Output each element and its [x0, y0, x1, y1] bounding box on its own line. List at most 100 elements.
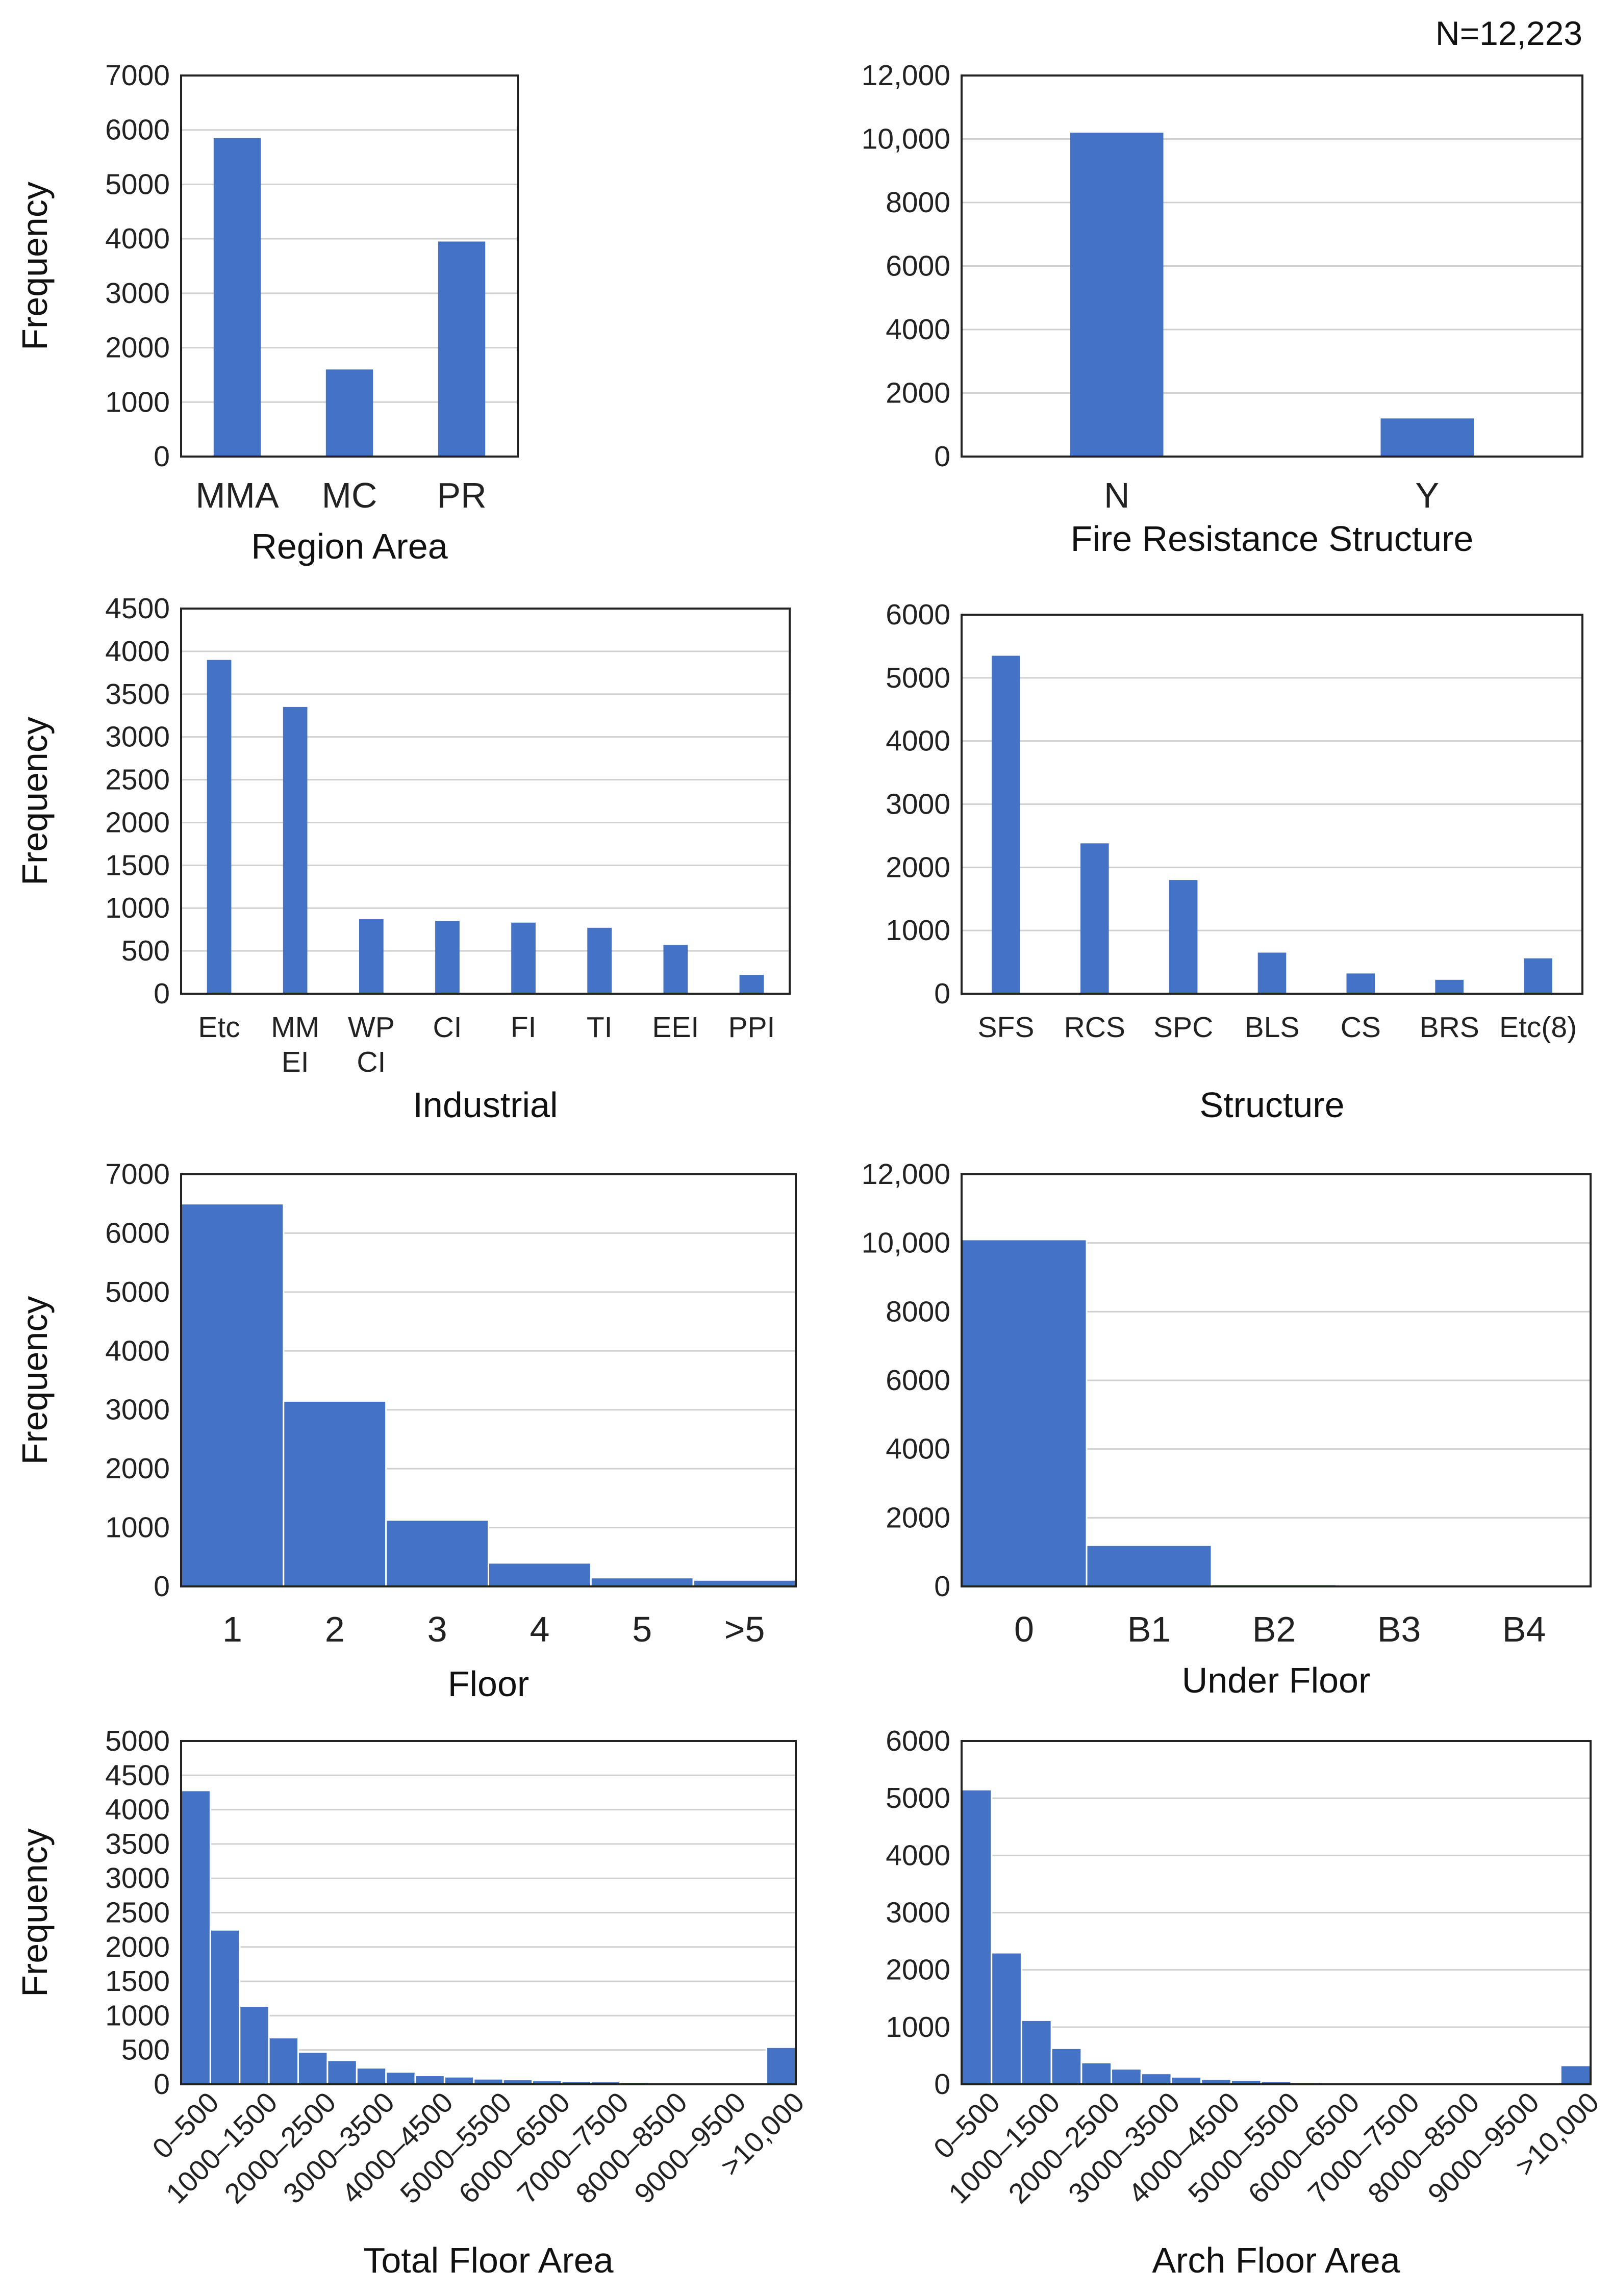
x-axis-title: Industrial — [413, 1085, 558, 1125]
y-tick-label: 4000 — [886, 1839, 950, 1872]
plot-frame — [180, 1740, 797, 2085]
x-tick-label: B3 — [1377, 1609, 1421, 1649]
bar — [992, 655, 1020, 994]
bar — [1050, 2047, 1082, 2085]
x-tick-label: Etc(8) — [1499, 1011, 1577, 1044]
y-tick-label: 0 — [934, 1570, 950, 1603]
bar — [385, 2071, 416, 2085]
bar — [1080, 2061, 1113, 2085]
x-tick-label: PPI — [728, 1011, 775, 1044]
y-tick-label: 3000 — [105, 1862, 170, 1895]
y-tick-label: 5000 — [105, 168, 170, 200]
y-tick-label: 0 — [154, 2068, 170, 2101]
y-tick-label: 0 — [934, 977, 950, 1010]
y-tick-label: 6000 — [886, 250, 950, 283]
bar — [961, 1788, 993, 2085]
x-tick-label: PR — [437, 475, 486, 515]
x-tick-label: TI — [587, 1011, 613, 1044]
y-tick-label: 0 — [934, 440, 950, 473]
x-tick-label: BRS — [1420, 1011, 1479, 1044]
bar — [283, 1400, 387, 1587]
bar — [1257, 952, 1287, 994]
y-tick-label: 5000 — [105, 1725, 170, 1757]
plot-frame — [961, 1173, 1592, 1587]
x-tick-label: 0 — [1014, 1609, 1034, 1649]
bar — [1346, 973, 1375, 994]
y-tick-label: 6000 — [105, 114, 170, 146]
bar — [239, 2005, 270, 2085]
y-tick-label: 8000 — [886, 186, 950, 219]
y-tick-label: 8000 — [886, 1295, 950, 1328]
bar — [268, 2037, 299, 2085]
y-tick-label: 500 — [121, 935, 170, 967]
x-axis-title: Floor — [448, 1664, 529, 1704]
y-tick-label: 0 — [154, 1570, 170, 1603]
x-tick-label: B1 — [1127, 1609, 1171, 1649]
bar — [991, 1952, 1022, 2085]
bar — [414, 2075, 445, 2085]
y-tick-label: 2000 — [886, 851, 950, 884]
x-axis-title: Total Floor Area — [363, 2240, 613, 2280]
y-tick-label: 0 — [154, 977, 170, 1010]
y-tick-label: 2000 — [105, 332, 170, 364]
bar — [1111, 2068, 1142, 2085]
y-tick-label: 6000 — [886, 1725, 950, 1757]
bar — [326, 2059, 358, 2085]
bar — [207, 660, 232, 994]
y-tick-label: 5000 — [105, 1276, 170, 1308]
bar — [1524, 958, 1552, 994]
x-tick-label-line: FI — [511, 1011, 537, 1044]
x-tick-label-line: EI — [282, 1046, 309, 1078]
y-tick-label: 2000 — [105, 806, 170, 839]
x-tick-label: Y — [1415, 475, 1439, 515]
x-tick-label: N — [1104, 475, 1130, 515]
y-tick-label: 2000 — [105, 1452, 170, 1485]
bar — [1559, 2064, 1592, 2085]
y-tick-label: 12,000 — [862, 59, 950, 92]
bar — [587, 927, 612, 994]
y-tick-label: 1000 — [105, 892, 170, 924]
bar — [283, 707, 308, 994]
y-tick-label: 1500 — [105, 1965, 170, 1998]
bar — [1070, 133, 1164, 457]
x-tick-label: BLS — [1245, 1011, 1300, 1044]
y-tick-label: 4000 — [105, 1794, 170, 1826]
y-tick-label: 4000 — [886, 313, 950, 346]
y-tick-label: 10,000 — [862, 1227, 950, 1259]
bar — [488, 1562, 592, 1587]
x-axis-title: Under Floor — [1182, 1660, 1371, 1700]
y-tick-label: 4000 — [886, 1433, 950, 1466]
bar — [1020, 2019, 1052, 2085]
bar — [297, 2051, 329, 2085]
x-tick-label-line: MM — [271, 1011, 319, 1044]
y-tick-label: 5000 — [886, 662, 950, 694]
plot-frame — [961, 614, 1583, 995]
bar — [1169, 880, 1198, 994]
bar — [443, 2076, 475, 2085]
x-tick-label: CI — [433, 1011, 462, 1044]
x-tick-label: MM EI — [271, 1011, 319, 1078]
y-tick-label: 1000 — [105, 1511, 170, 1544]
x-tick-label-line: Etc — [198, 1011, 240, 1044]
bar — [590, 1577, 694, 1587]
y-tick-label: 1000 — [105, 1999, 170, 2032]
x-tick-label: 5 — [632, 1609, 652, 1649]
bar — [1086, 1544, 1213, 1587]
plot-frame — [961, 74, 1583, 458]
x-tick-label: WP CI — [348, 1011, 395, 1078]
chart-structure: 0 1000 2000 3000 4000 5000 6000 SFS RCS SPC BLS CS B… — [886, 598, 1583, 1125]
bar — [1435, 979, 1464, 994]
y-tick-label: 6000 — [886, 598, 950, 631]
bar — [435, 921, 460, 994]
y-tick-label: 0 — [934, 2068, 950, 2101]
y-tick-label: 3500 — [105, 1828, 170, 1860]
plot-frame — [180, 608, 791, 995]
bar — [180, 1789, 211, 2085]
y-tick-label: 1000 — [886, 2011, 950, 2043]
x-axis-title: Structure — [1200, 1085, 1345, 1125]
y-tick-label: 4500 — [105, 1759, 170, 1792]
y-tick-label: 3000 — [886, 788, 950, 821]
y-tick-label: 3000 — [105, 1394, 170, 1426]
